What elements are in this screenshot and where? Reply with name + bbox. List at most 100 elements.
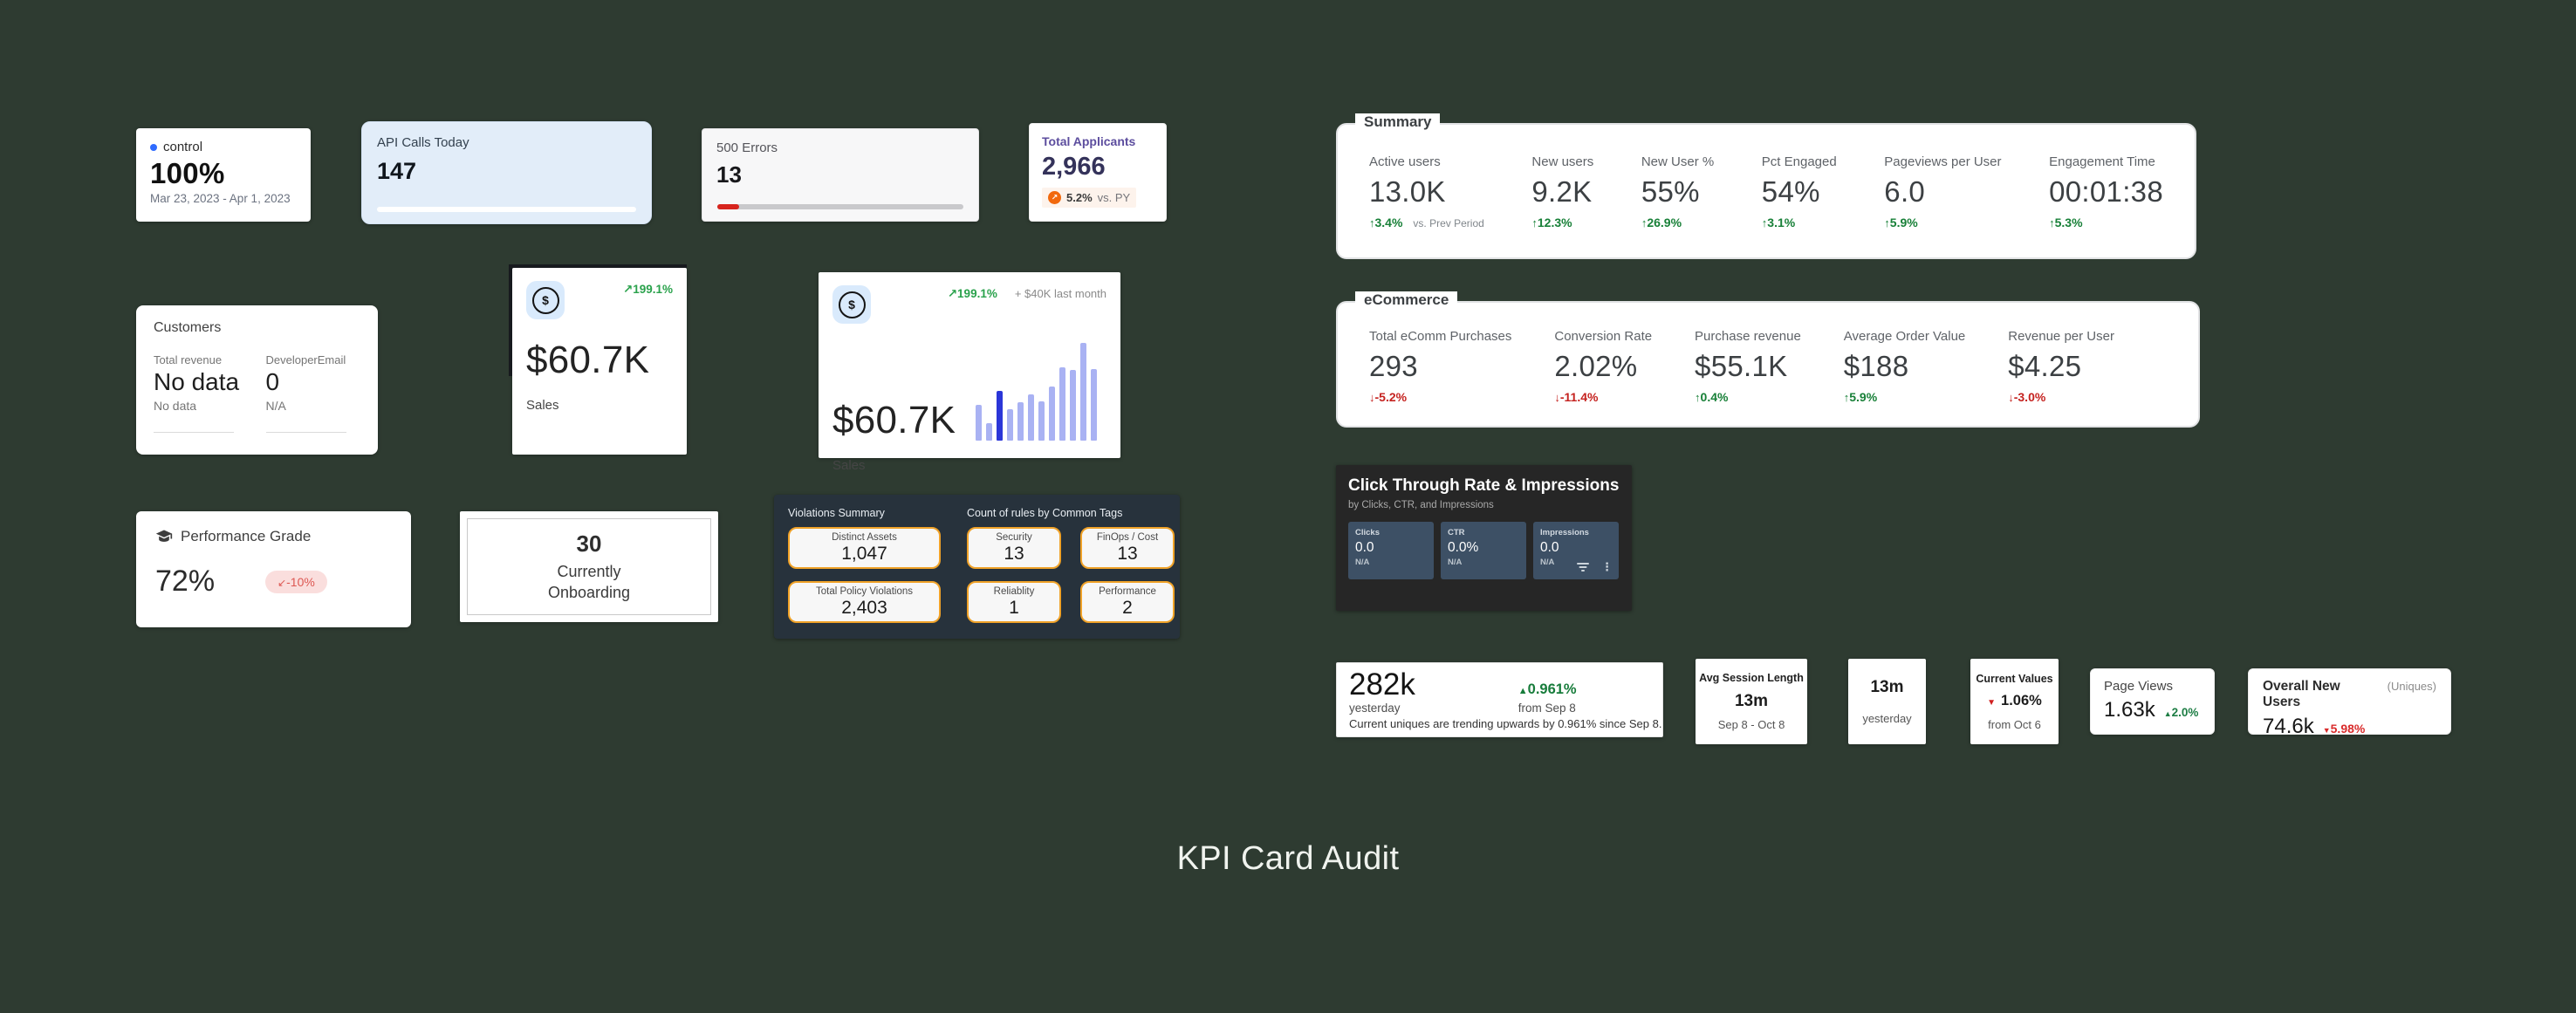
uniques-delta-caption: from Sep 8	[1518, 701, 1576, 715]
api-progress-fill	[377, 207, 636, 212]
filter-icon[interactable]	[1576, 562, 1590, 572]
metric-new-users: New users 9.2K 12.3%	[1531, 154, 1593, 231]
api-calls-card[interactable]: API Calls Today 147	[361, 121, 652, 224]
metric-developer-email: DeveloperEmail 0 N/A	[265, 353, 361, 433]
delta-badge: 5.2% vs. PY	[1042, 188, 1137, 208]
metric-label: Pageviews per User	[1884, 154, 2002, 169]
performance-value: 72%	[155, 565, 216, 598]
avg-session-card[interactable]: Avg Session Length 13m Sep 8 - Oct 8	[1696, 659, 1807, 744]
pill-value: 13	[1117, 543, 1138, 564]
performance-title: Performance Grade	[181, 528, 312, 544]
ctr-impressions-card[interactable]: Click Through Rate & Impressions by Clic…	[1336, 465, 1632, 611]
sales-value: $60.7K	[832, 399, 956, 441]
ctr-subtitle: by Clicks, CTR, and Impressions	[1348, 500, 1494, 510]
metric-value: 6.0	[1884, 175, 1926, 208]
sales-card-simple[interactable]: 199.1% $60.7K Sales	[509, 264, 687, 455]
violations-summary-title: Violations Summary	[788, 507, 885, 519]
sales-card-chart[interactable]: 199.1% + $40K last month $60.7K Sales	[819, 272, 1120, 473]
sales-note: + $40K last month	[1014, 287, 1106, 300]
errors-500-title: 500 Errors	[716, 140, 778, 155]
metric-value: 54%	[1761, 175, 1820, 208]
pill-label: Total Policy Violations	[815, 585, 913, 597]
overall-new-users-title: Overall New Users	[2263, 679, 2340, 709]
spark-bar	[986, 422, 992, 441]
pill-finops-cost: FinOps / Cost 13	[1080, 527, 1175, 569]
performance-grade-card[interactable]: Performance Grade 72% -10%	[136, 511, 411, 627]
violations-card[interactable]: Violations Summary Distinct Assets 1,047…	[774, 495, 1180, 639]
pill-value: 2	[1122, 597, 1133, 618]
dollar-icon	[832, 285, 871, 324]
pill-label: Security	[996, 531, 1032, 543]
errors-500-value: 13	[716, 161, 742, 188]
page-views-card[interactable]: Page Views 1.63k 2.0%	[2090, 668, 2215, 735]
metric-delta: 3.4%	[1369, 216, 1402, 229]
spark-bar	[976, 404, 982, 441]
metric-value: $188	[1843, 350, 1909, 382]
spark-bar	[1091, 369, 1097, 441]
sales-label: Sales	[526, 398, 559, 413]
onboarding-label: Currently Onboarding	[547, 563, 631, 601]
metric-label: DeveloperEmail	[265, 353, 346, 366]
kebab-menu-icon[interactable]	[1601, 559, 1613, 575]
customers-card[interactable]: Customers Total revenue No data No data …	[136, 305, 378, 455]
api-progress-track	[377, 207, 636, 212]
tile-value: 0.0	[1540, 540, 1559, 555]
graduation-cap-icon	[155, 530, 173, 542]
avg-session-title: Avg Session Length	[1699, 671, 1804, 684]
control-kpi-card[interactable]: control 100% Mar 23, 2023 - Apr 1, 2023	[136, 128, 311, 222]
tile-label: CTR	[1448, 528, 1465, 537]
metric-delta: 0.4%	[1695, 390, 1728, 404]
tile-ctr: CTR 0.0% N/A	[1441, 522, 1526, 579]
page-views-value: 1.63k	[2104, 698, 2155, 722]
current-uniques-card[interactable]: 282k 0.961% yesterday from Sep 8 Current…	[1336, 662, 1663, 737]
yesterday-13m-card[interactable]: 13m yesterday	[1848, 659, 1926, 744]
divider	[154, 432, 234, 433]
metric-delta: -5.2%	[1369, 390, 1407, 404]
metric-delta: 5.9%	[1884, 216, 1917, 229]
control-label: control	[163, 140, 203, 154]
pill-label: Performance	[1099, 585, 1156, 597]
pill-total-policy-violations: Total Policy Violations 2,403	[788, 581, 941, 623]
spark-bar	[1038, 401, 1045, 441]
spark-bar	[1080, 343, 1086, 441]
api-calls-value: 147	[377, 158, 417, 184]
metric-label: Revenue per User	[2008, 329, 2114, 344]
tile-label: Clicks	[1355, 528, 1380, 537]
metric-value: $55.1K	[1695, 350, 1788, 382]
page-views-delta: 2.0%	[2164, 706, 2199, 719]
overall-new-users-card[interactable]: Overall New Users (Uniques) 74.6k 5.98%	[2248, 668, 2451, 738]
uniques-description: Current uniques are trending upwards by …	[1349, 716, 1662, 730]
spark-bar	[1070, 370, 1076, 441]
metric-value: 55%	[1641, 175, 1700, 208]
summary-card[interactable]: Summary Active users 13.0K 3.4% vs. Prev …	[1336, 113, 2196, 259]
sales-value: $60.7K	[526, 339, 650, 381]
pill-value: 1	[1009, 597, 1019, 618]
current-values-card[interactable]: Current Values 1.06% from Oct 6	[1970, 659, 2059, 744]
uniques-value: 282k	[1349, 667, 1415, 702]
pill-security: Security 13	[967, 527, 1061, 569]
metric-value: $4.25	[2008, 350, 2082, 382]
pill-performance: Performance 2	[1080, 581, 1175, 623]
metric-delta: -3.0%	[2008, 390, 2045, 404]
metric-engagement-time: Engagement Time 00:01:38 5.3%	[2049, 154, 2163, 231]
errors-500-card[interactable]: 500 Errors 13	[702, 128, 979, 222]
api-calls-title: API Calls Today	[377, 135, 469, 150]
metric-value: No data	[154, 368, 240, 395]
metric-value: 00:01:38	[2049, 175, 2163, 208]
ecommerce-card[interactable]: eCommerce Total eComm Purchases 293 -5.2…	[1336, 291, 2200, 428]
total-applicants-card[interactable]: Total Applicants 2,966 5.2% vs. PY	[1029, 123, 1167, 222]
metric-delta-suffix: vs. Prev Period	[1413, 217, 1484, 229]
page-views-title: Page Views	[2104, 679, 2173, 694]
total-applicants-value: 2,966	[1042, 153, 1106, 181]
divider	[265, 432, 346, 433]
current-values-title: Current Values	[1976, 672, 2053, 685]
metric-sub: N/A	[265, 399, 286, 413]
onboarding-card[interactable]: 30 Currently Onboarding	[460, 511, 718, 622]
metric-value: 293	[1369, 350, 1418, 382]
overall-new-users-value: 74.6k	[2263, 715, 2314, 738]
tile-impressions: Impressions 0.0 N/A	[1533, 522, 1619, 579]
tile-value: 0.0	[1355, 540, 1374, 555]
sales-label: Sales	[832, 458, 866, 473]
sales-sparkline	[976, 343, 1106, 441]
metric-value: 9.2K	[1531, 175, 1593, 208]
